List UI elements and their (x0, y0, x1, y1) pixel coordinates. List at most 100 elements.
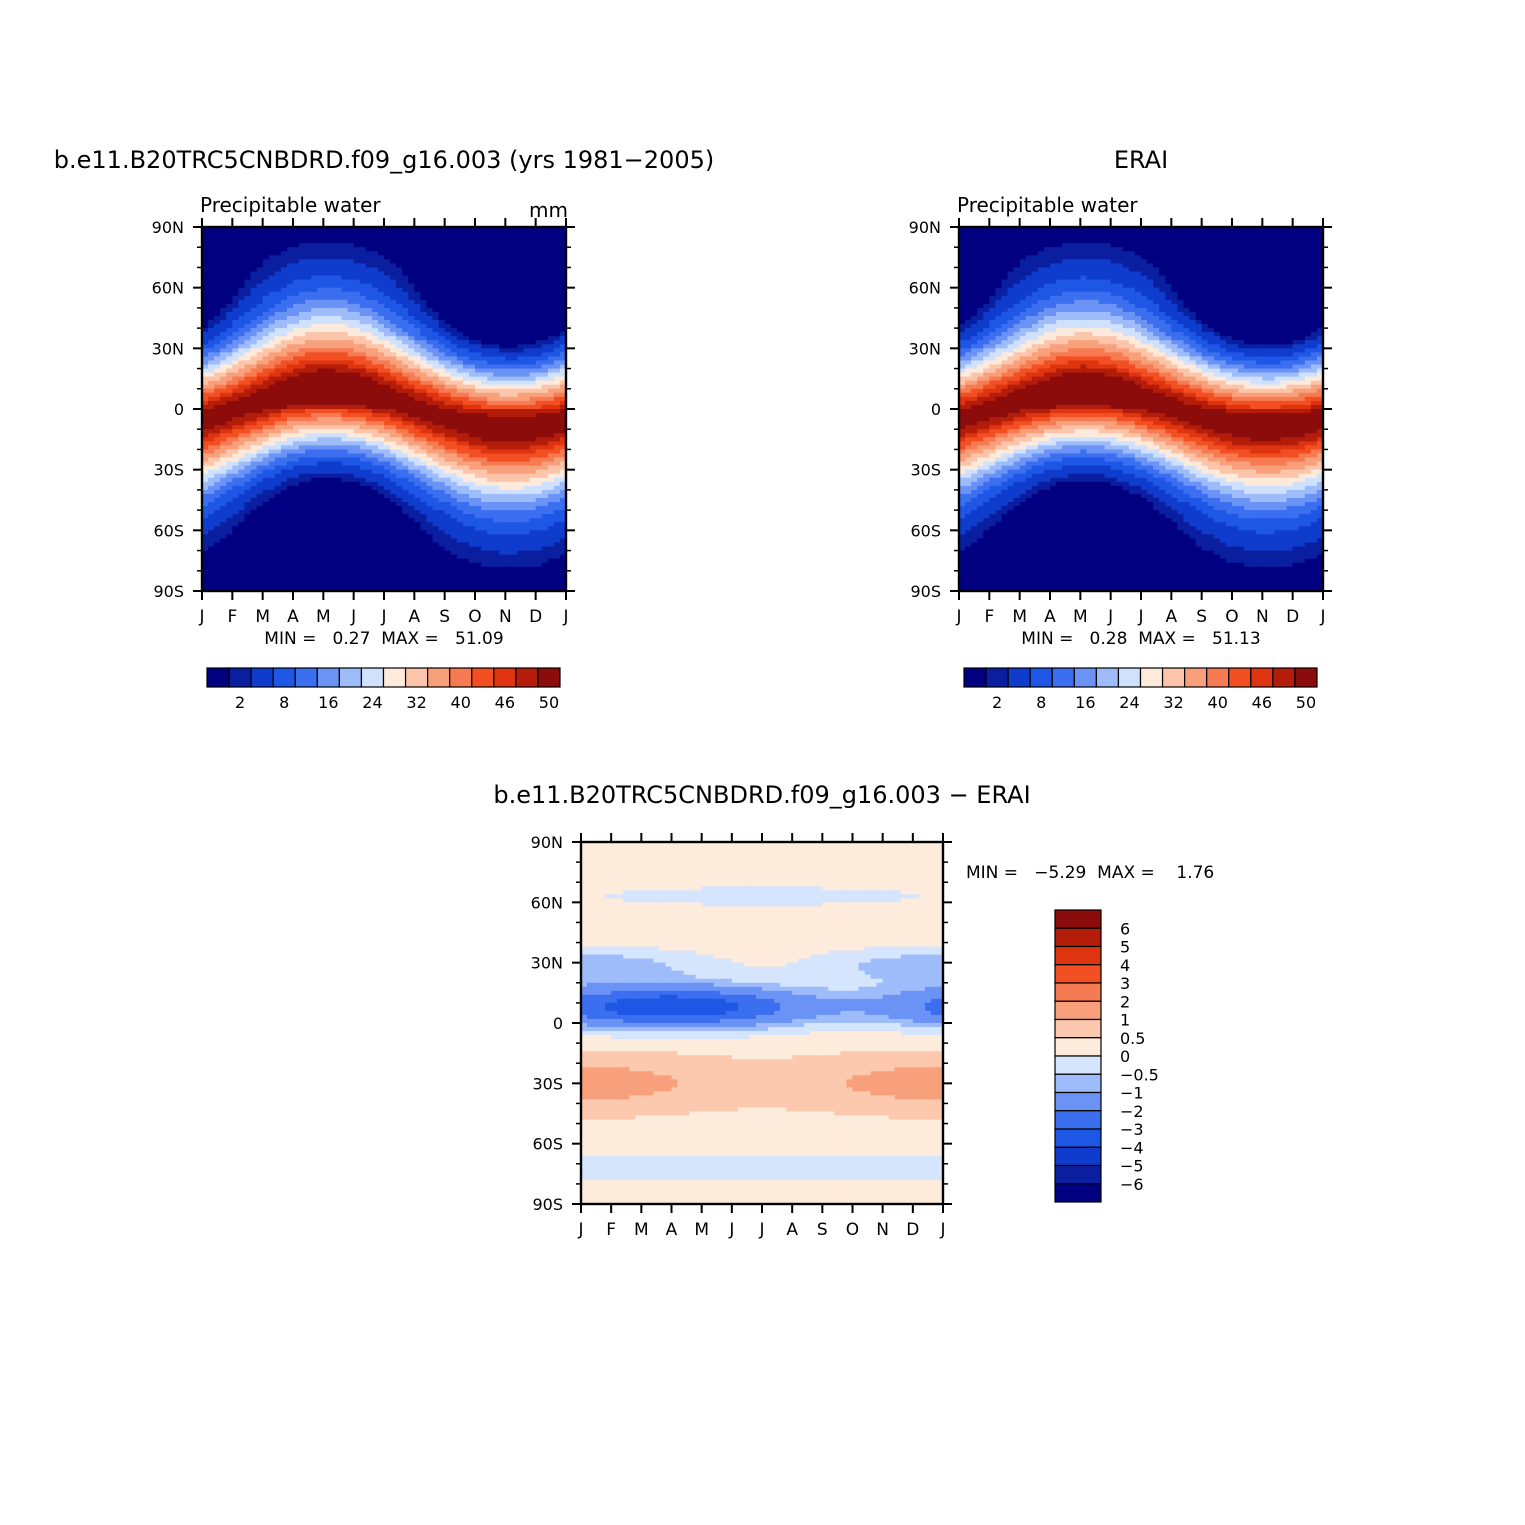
field-cell (420, 494, 427, 499)
field-cell (299, 462, 306, 467)
field-cell (469, 441, 476, 446)
field-cell (420, 514, 427, 519)
field-cell (481, 356, 488, 361)
field-cell (384, 251, 391, 256)
field-cell (536, 340, 543, 345)
field-cell (542, 417, 549, 422)
field-cell (414, 458, 421, 463)
field-cell (372, 255, 379, 260)
field-cell (481, 522, 488, 527)
field-cell (232, 340, 239, 345)
field-cell (493, 284, 500, 289)
field-cell (493, 510, 500, 515)
field-cell (505, 547, 512, 552)
field-cell (396, 482, 403, 487)
field-cell (475, 421, 482, 426)
field-cell (451, 417, 458, 422)
field-cell (433, 369, 440, 374)
field-cell (378, 231, 385, 236)
field-cell (305, 369, 312, 374)
field-cell (475, 239, 482, 244)
field-cell (481, 373, 488, 378)
field-cell (366, 470, 373, 475)
field-cell (342, 373, 349, 378)
field-cell (384, 369, 391, 374)
field-cell (311, 397, 318, 402)
field-cell (408, 377, 415, 382)
field-cell (463, 369, 470, 374)
field-cell (299, 547, 306, 552)
field-cell (451, 320, 458, 325)
field-cell (372, 344, 379, 349)
field-cell (390, 365, 397, 370)
field-cell (426, 506, 433, 511)
field-cell (220, 316, 227, 321)
field-cell (408, 417, 415, 422)
field-cell (293, 510, 300, 515)
field-cell (469, 356, 476, 361)
field-cell (499, 381, 506, 386)
field-cell (524, 276, 531, 281)
field-cell (536, 320, 543, 325)
field-cell (396, 247, 403, 252)
field-cell (463, 259, 470, 264)
field-cell (287, 397, 294, 402)
field-cell (275, 312, 282, 317)
field-cell (323, 263, 330, 268)
field-cell (348, 320, 355, 325)
field-cell (354, 486, 361, 491)
field-cell (499, 373, 506, 378)
field-cell (463, 352, 470, 357)
field-cell (214, 280, 221, 285)
field-cell (420, 381, 427, 386)
field-cell (469, 328, 476, 333)
field-cell (263, 494, 270, 499)
field-cell (511, 490, 518, 495)
field-cell (390, 466, 397, 471)
field-cell (281, 470, 288, 475)
field-cell (366, 280, 373, 285)
field-cell (214, 534, 221, 539)
field-cell (293, 482, 300, 487)
field-cell (384, 482, 391, 487)
field-cell (548, 453, 555, 458)
field-cell (517, 490, 524, 495)
field-cell (554, 356, 561, 361)
field-cell (402, 494, 409, 499)
field-cell (402, 413, 409, 418)
field-cell (433, 421, 440, 426)
field-cell (530, 502, 537, 507)
field-cell (238, 393, 245, 398)
field-cell (433, 401, 440, 406)
field-cell (487, 401, 494, 406)
field-cell (426, 514, 433, 519)
field-cell (342, 458, 349, 463)
field-cell (238, 486, 245, 491)
field-cell (269, 470, 276, 475)
field-cell (530, 542, 537, 547)
field-cell (299, 449, 306, 454)
field-cell (323, 389, 330, 394)
field-cell (220, 547, 227, 552)
field-cell (481, 377, 488, 382)
field-cell (499, 417, 506, 422)
field-cell (342, 559, 349, 564)
field-cell (439, 389, 446, 394)
field-cell (451, 482, 458, 487)
field-cell (524, 251, 531, 256)
field-cell (251, 393, 258, 398)
field-cell (548, 538, 555, 543)
field-cell (372, 530, 379, 535)
field-cell (208, 312, 215, 317)
field-cell (439, 405, 446, 410)
field-cell (372, 332, 379, 337)
field-cell (214, 441, 221, 446)
field-cell (299, 344, 306, 349)
field-cell (317, 239, 324, 244)
field-cell (257, 247, 264, 252)
field-cell (530, 409, 537, 414)
field-cell (499, 502, 506, 507)
field-cell (505, 328, 512, 333)
field-cell (463, 247, 470, 252)
field-cell (390, 405, 397, 410)
